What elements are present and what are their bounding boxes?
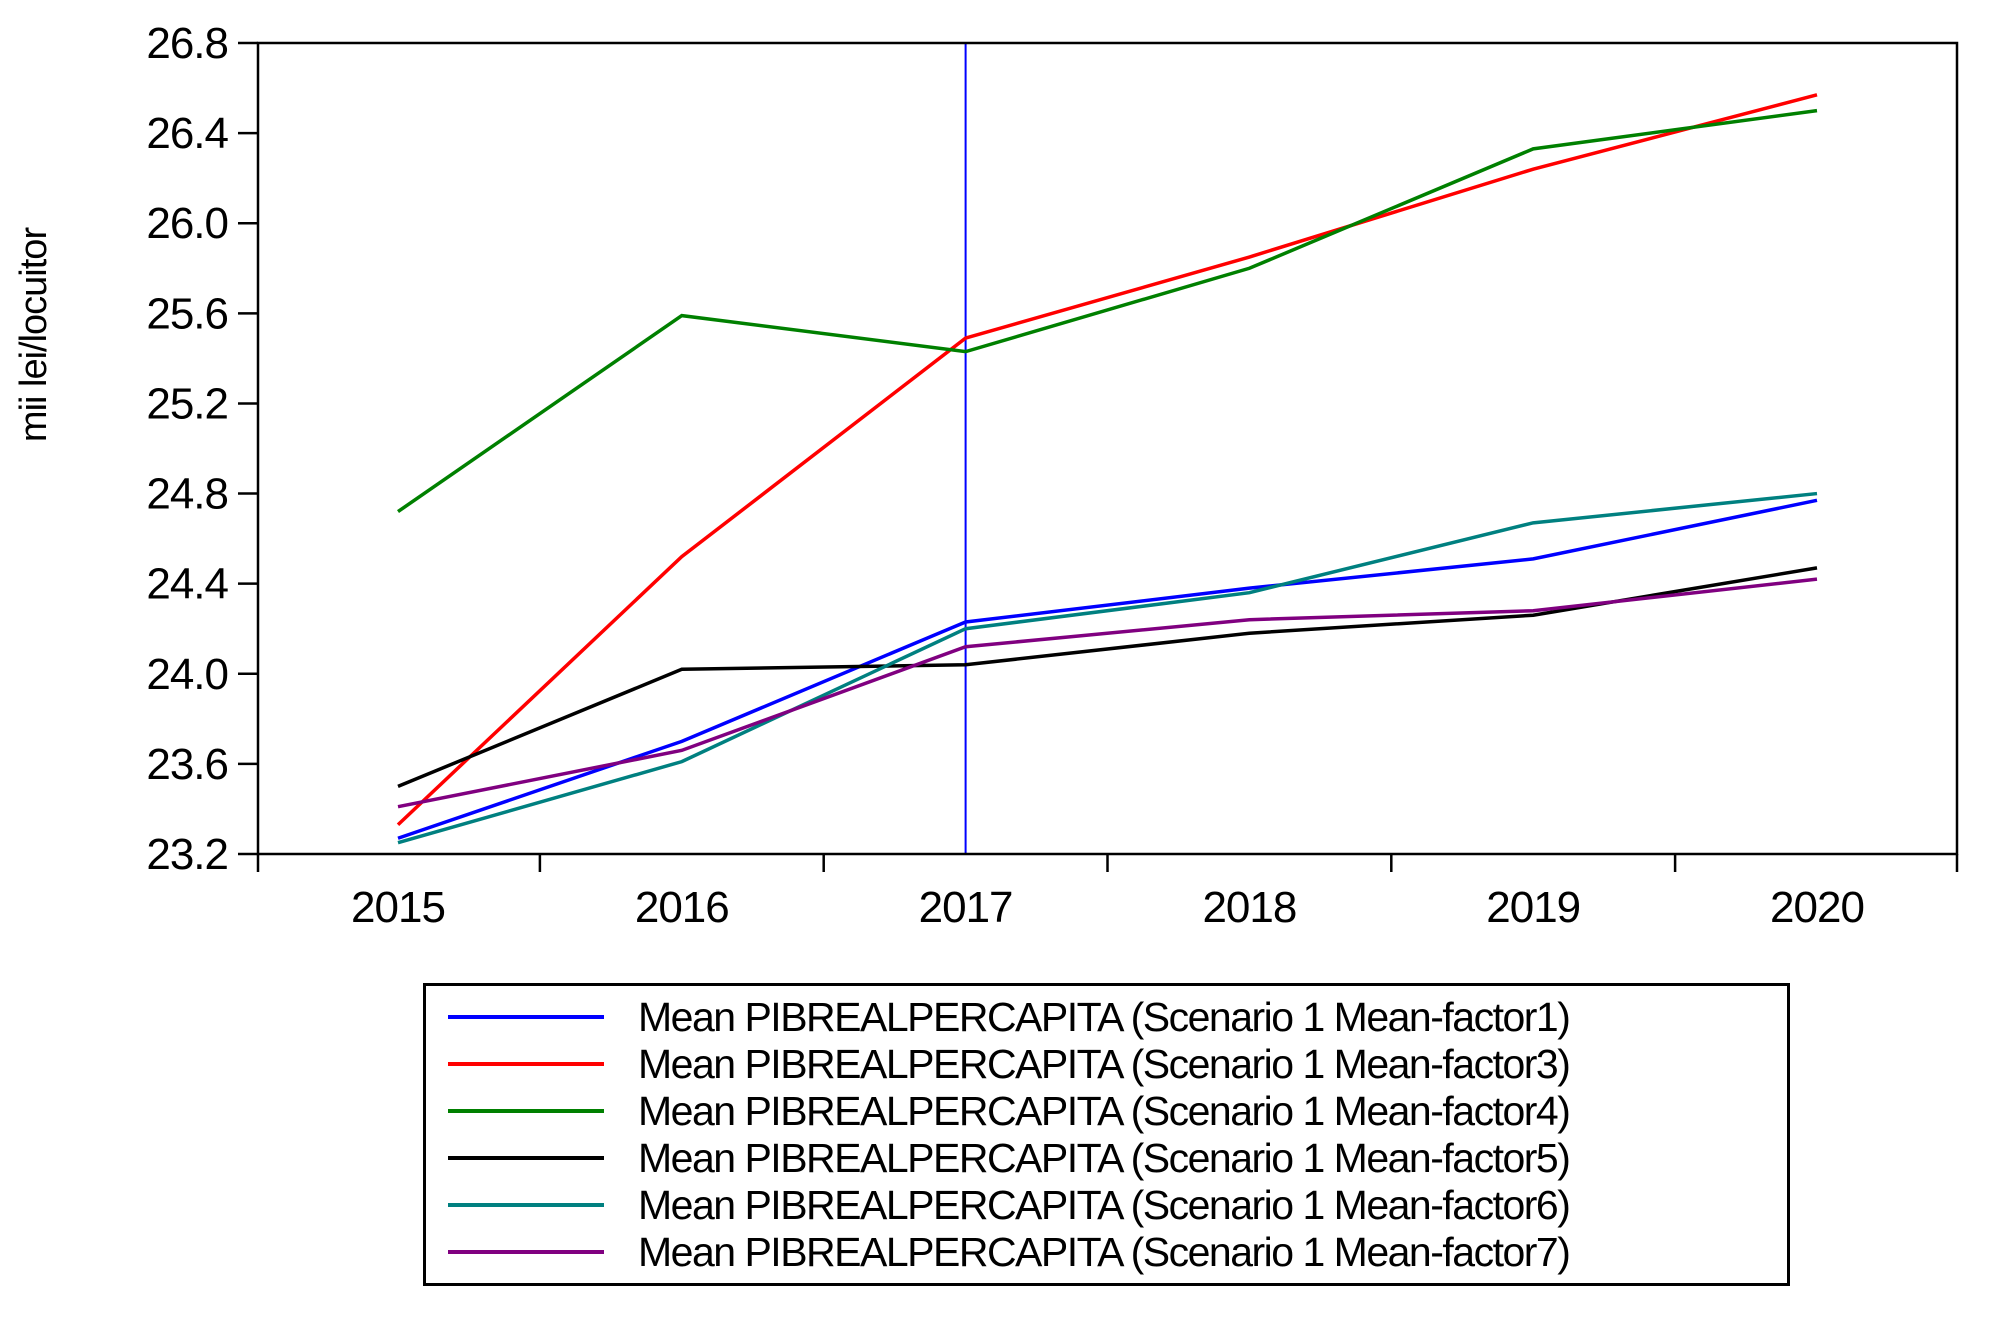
legend-line-swatch	[448, 1062, 604, 1066]
legend-item: Mean PIBREALPERCAPITA (Scenario 1 Mean-f…	[426, 1181, 1787, 1228]
y-tick-label: 26.0	[146, 199, 228, 248]
y-tick-label: 26.8	[146, 19, 228, 68]
legend-item-label: Mean PIBREALPERCAPITA (Scenario 1 Mean-f…	[638, 1040, 1571, 1087]
legend-item-label: Mean PIBREALPERCAPITA (Scenario 1 Mean-f…	[638, 1228, 1571, 1275]
x-tick-label: 2019	[1486, 883, 1580, 932]
legend-item: Mean PIBREALPERCAPITA (Scenario 1 Mean-f…	[426, 1228, 1787, 1275]
legend-item: Mean PIBREALPERCAPITA (Scenario 1 Mean-f…	[426, 1040, 1787, 1087]
y-tick-label: 24.8	[146, 470, 228, 519]
y-tick-label: 24.0	[146, 650, 228, 699]
series-line-factor-3	[397, 566, 1818, 789]
legend: Mean PIBREALPERCAPITA (Scenario 1 Mean-f…	[423, 983, 1790, 1286]
legend-item-label: Mean PIBREALPERCAPITA (Scenario 1 Mean-f…	[638, 1181, 1571, 1228]
x-tick-label: 2017	[919, 883, 1013, 932]
legend-item-label: Mean PIBREALPERCAPITA (Scenario 1 Mean-f…	[638, 1087, 1571, 1134]
label-layer: 26.8 26.4 26.0 25.6 25.2 24.8 24.4 24.0 23.6 23.2…	[146, 19, 1865, 932]
legend-item: Mean PIBREALPERCAPITA (Scenario 1 Mean-f…	[426, 993, 1787, 1040]
legend-line-swatch	[448, 1203, 604, 1207]
y-tick-label: 25.6	[146, 289, 228, 338]
line-chart: 26.8 26.4 26.0 25.6 25.2 24.8 24.4 24.0 23.6 23.2…	[13, 19, 1959, 932]
axes-layer	[238, 41, 1959, 872]
x-tick-label: 2016	[635, 883, 729, 932]
legend-line-swatch	[448, 1250, 604, 1254]
series-line-factor-2	[397, 108, 1818, 514]
series-line-factor-4	[397, 491, 1818, 845]
legend-line-swatch	[448, 1109, 604, 1113]
series-layer	[396, 93, 1818, 845]
legend-item-label: Mean PIBREALPERCAPITA (Scenario 1 Mean-f…	[638, 1134, 1571, 1181]
legend-line-swatch	[448, 1156, 604, 1160]
y-tick-label: 23.2	[146, 830, 228, 879]
y-axis-title: mii lei/locuitor	[13, 227, 55, 443]
legend-item: Mean PIBREALPERCAPITA (Scenario 1 Mean-f…	[426, 1087, 1787, 1134]
y-tick-label: 25.2	[146, 379, 228, 428]
y-tick-label: 24.4	[146, 560, 228, 609]
x-tick-label: 2020	[1770, 883, 1864, 932]
legend-item-label: Mean PIBREALPERCAPITA (Scenario 1 Mean-f…	[638, 993, 1571, 1040]
y-tick-label: 26.4	[146, 109, 228, 158]
plot-border	[256, 41, 1959, 856]
legend-line-swatch	[448, 1015, 604, 1019]
series-line-factor-1	[396, 93, 1818, 826]
x-tick-label: 2018	[1202, 883, 1296, 932]
y-tick-label: 23.6	[146, 740, 228, 789]
series-line-factor-0	[397, 498, 1818, 840]
x-tick-label: 2015	[351, 883, 445, 932]
legend-item: Mean PIBREALPERCAPITA (Scenario 1 Mean-f…	[426, 1134, 1787, 1181]
series-line-factor-5	[397, 577, 1818, 809]
